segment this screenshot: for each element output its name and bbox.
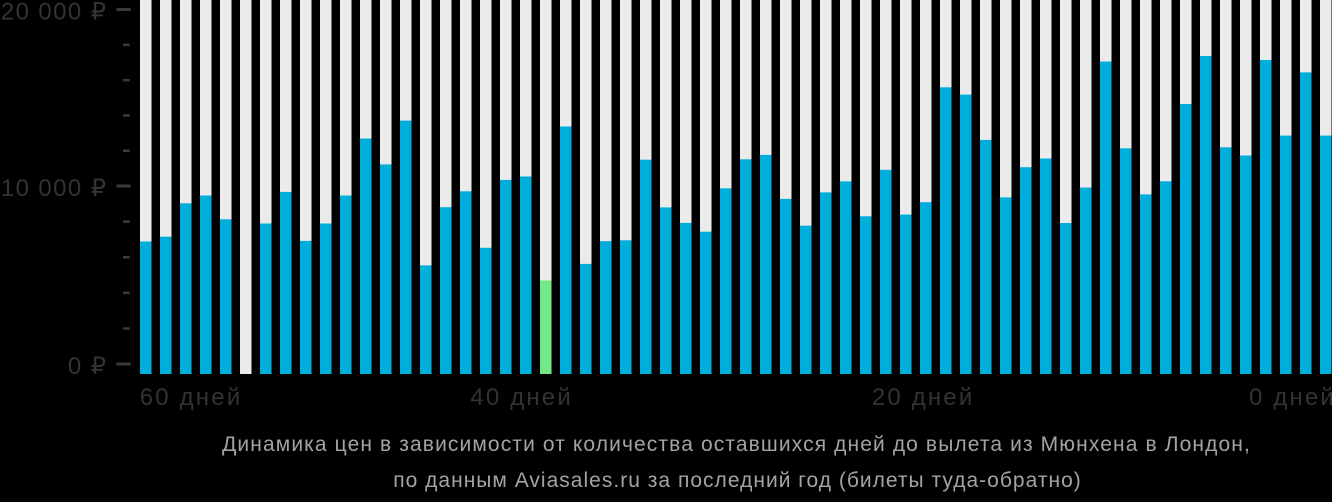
svg-text:20 дней: 20 дней — [872, 384, 975, 411]
svg-text:0 ₽: 0 ₽ — [68, 353, 108, 380]
svg-text:40 дней: 40 дней — [470, 384, 573, 411]
svg-text:Динамика цен в зависимости от: Динамика цен в зависимости от количества… — [222, 433, 1251, 456]
svg-text:20 000 ₽: 20 000 ₽ — [1, 0, 108, 25]
svg-text:0 дней: 0 дней — [1249, 384, 1332, 411]
svg-text:по данным Aviasales.ru за посл: по данным Aviasales.ru за последний год … — [393, 469, 1082, 492]
svg-text:10 000 ₽: 10 000 ₽ — [1, 175, 108, 202]
svg-text:60 дней: 60 дней — [140, 384, 243, 411]
